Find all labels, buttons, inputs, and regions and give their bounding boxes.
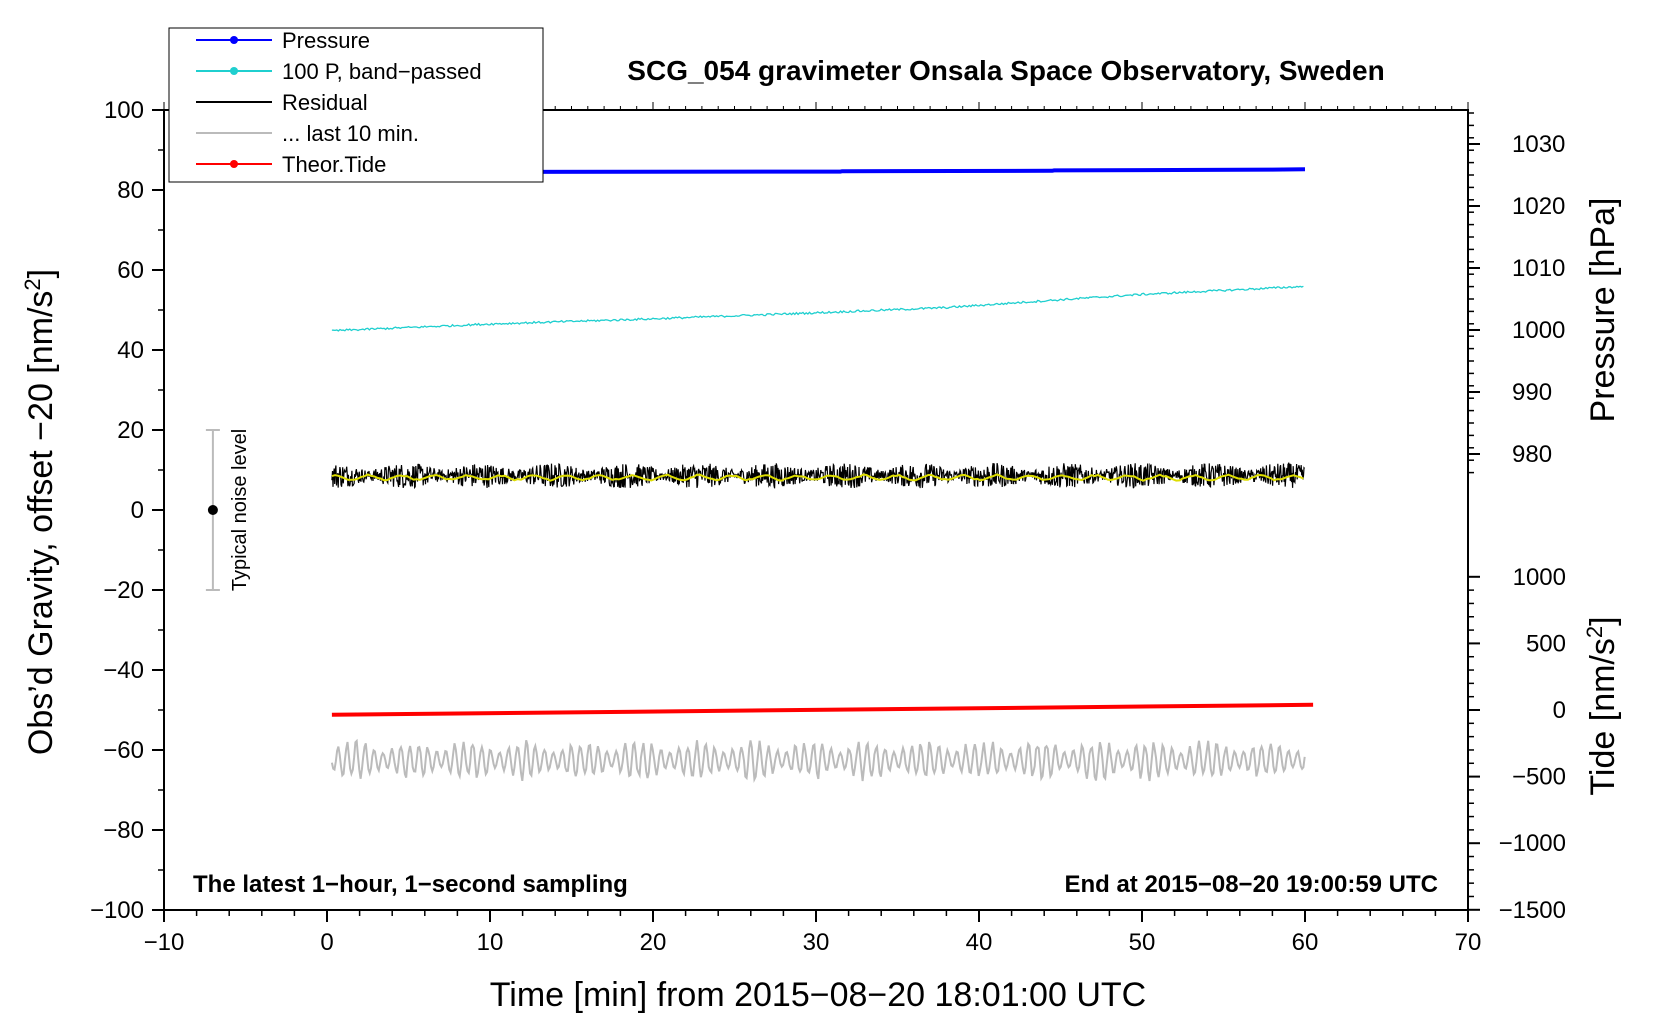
y-tick-label: 20 bbox=[117, 417, 144, 444]
pressure-tick-label: 990 bbox=[1512, 379, 1552, 406]
y-tick-label: 40 bbox=[117, 337, 144, 364]
legend-label: ... last 10 min. bbox=[282, 121, 419, 146]
y-axis-title: Obs’d Gravity, offset −20 [nm/s2] bbox=[20, 269, 60, 755]
legend-marker bbox=[230, 36, 238, 44]
x-axis-title: Time [min] from 2015−08−20 18:01:00 UTC bbox=[490, 976, 1146, 1014]
y-tick-label: 80 bbox=[117, 177, 144, 204]
chart-title: SCG_054 gravimeter Onsala Space Observat… bbox=[627, 55, 1384, 86]
x-tick-label: 70 bbox=[1455, 929, 1482, 956]
noise-center-dot bbox=[207, 505, 218, 515]
tide-tick-label: −1500 bbox=[1499, 897, 1566, 924]
tide-tick-label: −500 bbox=[1512, 764, 1566, 791]
legend-label: 100 P, band−passed bbox=[282, 59, 482, 84]
x-tick-label: −10 bbox=[144, 929, 185, 956]
noise-level-indicator: Typical noise level bbox=[205, 429, 251, 591]
band-passed-pressure-line bbox=[331, 285, 1304, 332]
axis-layer: −10 0 10 20 30 40 50 60 70−100−80−60−40−20020406… bbox=[90, 97, 1566, 956]
y-tick-label: −40 bbox=[103, 657, 144, 684]
tide-tick-label: −1000 bbox=[1499, 830, 1566, 857]
x-tick-label: 30 bbox=[803, 929, 830, 956]
y-tick-label: 60 bbox=[117, 257, 144, 284]
legend: Pressure 100 P, band−passed Residual ... la… bbox=[168, 27, 544, 183]
noise-level-label: Typical noise level bbox=[229, 429, 251, 591]
x-tick-label: 10 bbox=[477, 929, 504, 956]
pressure-tick-label: 1020 bbox=[1512, 193, 1565, 220]
theoretical-tide-line bbox=[331, 702, 1314, 717]
legend-label: Residual bbox=[282, 90, 368, 115]
x-tick-label: 0 bbox=[320, 929, 333, 956]
x-tick-label: 60 bbox=[1292, 929, 1319, 956]
y-tick-label: −20 bbox=[103, 577, 144, 604]
legend-label: Pressure bbox=[282, 28, 370, 53]
residual-smoothed-line bbox=[331, 473, 1304, 482]
y-tick-label: −80 bbox=[103, 817, 144, 844]
pressure-axis-title: Pressure [hPa] bbox=[1584, 198, 1622, 423]
sampling-note: The latest 1−hour, 1−second sampling bbox=[193, 871, 628, 898]
last-10-min-line bbox=[330, 738, 1306, 784]
y-tick-label: 0 bbox=[131, 497, 144, 524]
y-tick-label: 100 bbox=[104, 97, 144, 124]
legend-marker bbox=[230, 160, 238, 168]
end-time-note: End at 2015−08−20 19:00:59 UTC bbox=[1064, 871, 1438, 898]
legend-marker bbox=[230, 67, 238, 75]
pressure-line bbox=[331, 167, 1306, 174]
legend-label: Theor.Tide bbox=[282, 152, 386, 177]
tide-tick-label: 1000 bbox=[1513, 564, 1566, 591]
pressure-tick-label: 1010 bbox=[1512, 255, 1565, 282]
x-tick-label: 40 bbox=[966, 929, 993, 956]
series-layer bbox=[330, 167, 1314, 784]
tide-axis-title: Tide [nm/s2] bbox=[1582, 616, 1622, 795]
plot-frame-layer bbox=[163, 109, 1469, 911]
y-tick-label: −100 bbox=[90, 897, 144, 924]
tide-tick-label: 500 bbox=[1526, 630, 1566, 657]
pressure-tick-label: 1030 bbox=[1512, 131, 1565, 158]
residual-line bbox=[331, 461, 1306, 490]
x-tick-label: 20 bbox=[640, 929, 667, 956]
plot-frame bbox=[163, 109, 1469, 911]
y-tick-label: −60 bbox=[103, 737, 144, 764]
x-tick-label: 50 bbox=[1129, 929, 1156, 956]
pressure-tick-label: 1000 bbox=[1512, 317, 1565, 344]
tide-tick-label: 0 bbox=[1553, 697, 1566, 724]
legend-box bbox=[168, 27, 544, 183]
pressure-tick-label: 980 bbox=[1512, 441, 1552, 468]
